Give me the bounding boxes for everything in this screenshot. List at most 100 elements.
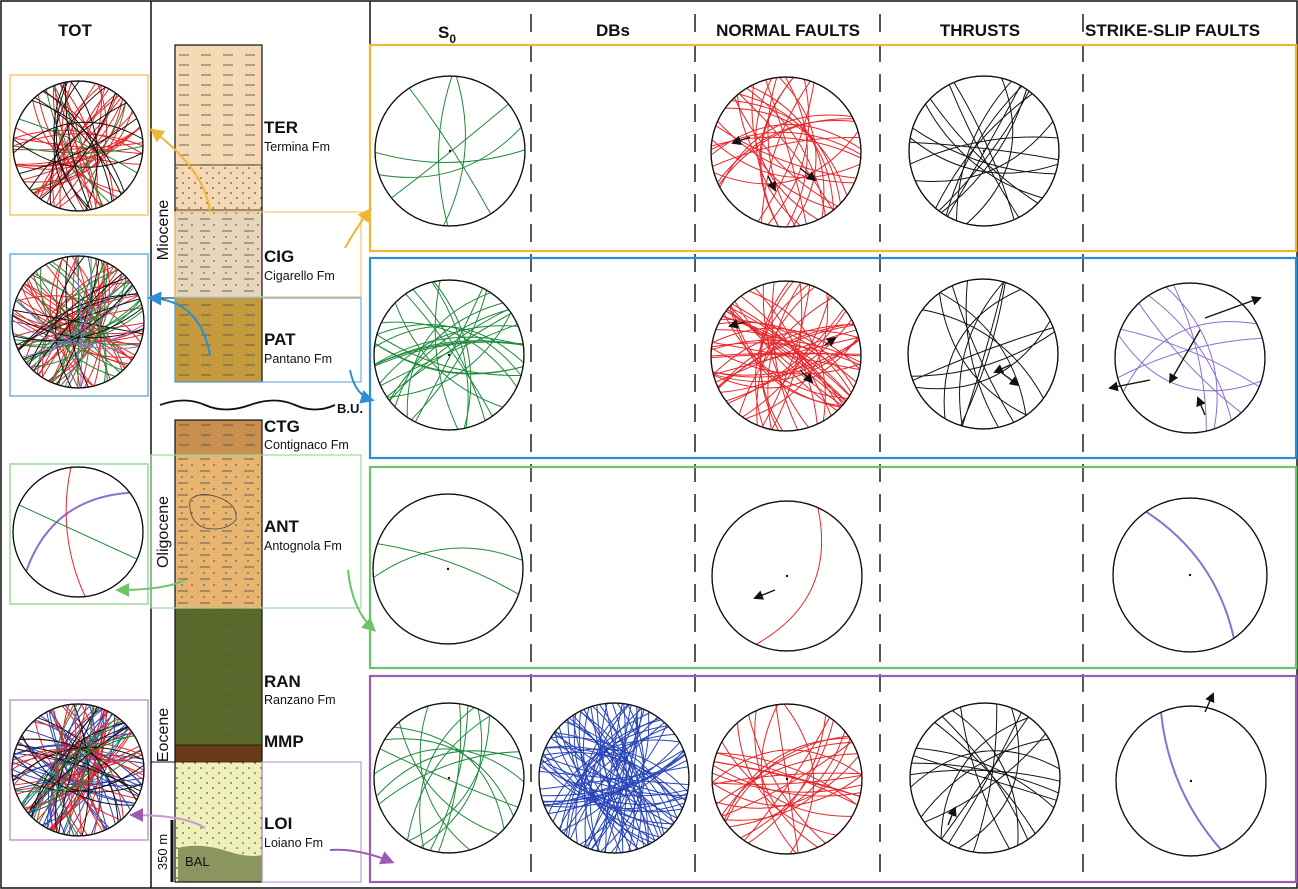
great-circle	[718, 118, 854, 186]
great-circle	[559, 725, 668, 831]
label-box-cig	[174, 211, 362, 298]
stereonet-dbs-loi	[538, 702, 690, 854]
great-circle	[29, 102, 127, 190]
stereonet-thrust-loi	[909, 702, 1061, 854]
great-circle	[35, 270, 121, 374]
great-circle	[34, 97, 122, 195]
great-circle	[73, 704, 90, 836]
great-circle	[59, 83, 97, 209]
epoch-oligocene: Oligocene	[155, 496, 172, 568]
great-circle	[377, 543, 519, 595]
great-circle	[29, 276, 127, 368]
great-circle	[960, 707, 1010, 850]
great-circle	[16, 744, 140, 796]
great-circle	[748, 714, 826, 844]
great-circle	[761, 284, 811, 428]
great-circle	[38, 716, 118, 824]
svg-text:Loiano Fm: Loiano Fm	[264, 836, 323, 850]
great-circle	[778, 77, 817, 227]
great-circle	[583, 707, 640, 850]
great-circle	[405, 293, 493, 417]
stereonet-normal-pat	[710, 280, 862, 432]
great-circle	[605, 703, 623, 853]
great-circle	[784, 77, 808, 227]
great-circle	[47, 708, 103, 832]
svg-text:Antognola Fm: Antognola Fm	[264, 539, 342, 553]
great-circle	[16, 297, 140, 350]
great-circle	[45, 89, 111, 204]
epoch-eocene: Eocene	[155, 708, 172, 762]
header-dbs: DBs	[596, 21, 630, 40]
great-circle	[1138, 302, 1242, 414]
great-circle	[711, 124, 861, 156]
great-circle	[550, 737, 678, 819]
arrow-loi-to-tot	[129, 808, 206, 829]
great-circle	[715, 125, 857, 179]
great-circle	[378, 751, 520, 805]
great-circle	[591, 706, 639, 850]
great-circle	[431, 281, 469, 429]
great-circle	[717, 120, 855, 184]
great-circle	[760, 77, 794, 227]
group-box-ter-cig	[368, 43, 1298, 253]
great-circle	[64, 257, 92, 387]
great-circle	[743, 717, 831, 841]
stereonet-icon	[907, 278, 1059, 430]
great-circle	[51, 709, 105, 831]
great-circle	[20, 736, 135, 804]
center-mark	[982, 149, 986, 153]
great-circle	[1145, 510, 1235, 639]
great-circle	[52, 706, 98, 834]
great-circle	[909, 137, 1058, 174]
great-circle	[717, 120, 855, 183]
great-circle	[939, 292, 1027, 416]
great-circle	[725, 310, 847, 402]
great-circle	[374, 341, 524, 366]
great-circle	[376, 334, 522, 376]
great-circle	[65, 704, 97, 836]
great-circle	[540, 748, 689, 793]
great-circle	[723, 738, 851, 821]
great-circle	[712, 749, 862, 783]
layer-bal	[178, 845, 262, 882]
great-circle	[941, 716, 1029, 840]
great-circle	[722, 315, 850, 397]
great-circle	[760, 704, 797, 854]
great-circle	[552, 733, 675, 822]
great-circle	[32, 721, 124, 819]
great-circle	[25, 491, 130, 572]
great-circle	[736, 94, 835, 210]
header-normal-faults: NORMAL FAULTS	[716, 21, 860, 40]
stereonet-s0-ant	[372, 493, 524, 645]
center-mark	[447, 776, 451, 780]
great-circle	[373, 547, 523, 579]
great-circle	[909, 136, 1058, 165]
stereonet-icon	[710, 76, 862, 228]
center-mark	[448, 149, 452, 153]
great-circle	[746, 87, 826, 216]
great-circle	[935, 93, 1033, 209]
great-circle	[912, 127, 1056, 175]
great-circle	[916, 747, 1055, 809]
great-circle	[721, 741, 853, 817]
great-circle	[754, 710, 819, 848]
arrow-ant-to-panel	[347, 569, 377, 632]
svg-text:Ranzano Fm: Ranzano Fm	[264, 693, 336, 707]
great-circle	[408, 714, 490, 842]
great-circle	[717, 323, 855, 389]
stereonet-s0-ter-cig	[374, 75, 526, 227]
arrow-cig-to-panel	[344, 207, 372, 249]
unconformity-label: B.U.	[337, 401, 363, 416]
great-circle	[749, 85, 825, 218]
great-circle	[712, 764, 861, 797]
great-circle	[951, 285, 1015, 423]
center-mark	[447, 353, 451, 357]
great-circle	[759, 281, 790, 431]
arrow-pat-to-panel	[349, 369, 375, 404]
great-circle	[384, 738, 514, 817]
great-circle	[378, 126, 522, 178]
great-circle	[52, 85, 102, 207]
great-circle	[915, 320, 1051, 390]
great-circle	[13, 309, 143, 335]
